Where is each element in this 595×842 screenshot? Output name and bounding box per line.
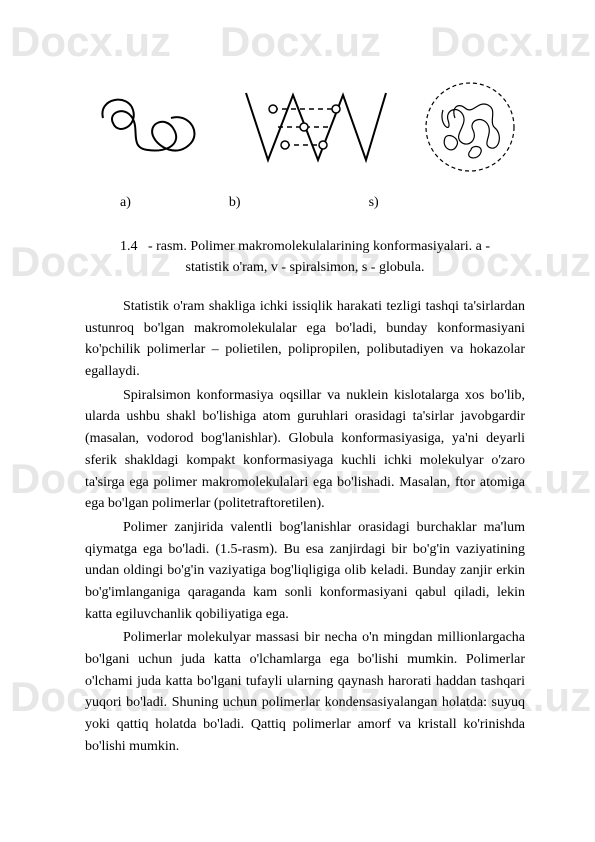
figure-a-coil (93, 88, 203, 168)
figure-labels: a) b) s) (85, 195, 525, 211)
label-a: a) (120, 195, 131, 211)
caption-number: 1.4 (120, 239, 138, 254)
paragraph: Statistik o'ram shakliga ichki issiqlik … (85, 296, 525, 383)
figure-b-spiral (238, 85, 388, 170)
paragraph: Polimer zanjirida valentli bog'lanishlar… (85, 517, 525, 625)
paragraph: Spiralsimon konformasiya oqsillar va nuk… (85, 385, 525, 515)
figure-row (85, 80, 525, 175)
figure-caption: 1.4 - rasm. Polimer makromolekulalarinin… (85, 236, 525, 278)
figure-s-globule (423, 80, 518, 175)
paragraph: Polimerlar molekulyar massasi bir necha … (85, 627, 525, 757)
label-b: b) (229, 195, 241, 211)
label-s: s) (369, 195, 379, 211)
caption-text: - rasm. Polimer makromolekulalarining ko… (148, 239, 490, 275)
page-content: a) b) s) 1.4 - rasm. Polimer makromoleku… (0, 0, 595, 799)
